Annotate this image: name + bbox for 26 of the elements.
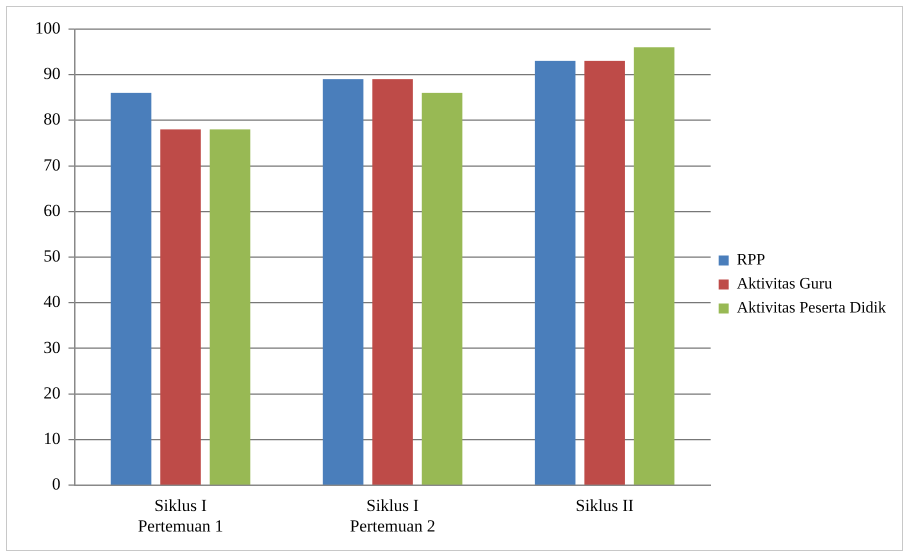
y-tick-label: 70 [44, 155, 60, 174]
y-tick-label: 90 [44, 64, 60, 84]
legend-label: Aktivitas Guru [736, 276, 832, 293]
y-tick-label: 10 [44, 429, 60, 448]
bar [372, 79, 413, 485]
y-tick-label: 50 [44, 246, 60, 266]
bar [422, 92, 462, 485]
y-tick-label: 40 [44, 292, 60, 312]
bar [634, 47, 674, 485]
legend-label: RPP [736, 252, 766, 269]
x-tick-label: Siklus I Pertemuan 2 [350, 496, 436, 536]
y-tick-label: 100 [35, 18, 60, 38]
bar [110, 92, 152, 485]
bar [584, 60, 625, 485]
bar [322, 79, 364, 485]
y-tick-label: 80 [44, 110, 60, 129]
bar [160, 129, 201, 485]
x-tick-label: Siklus II [576, 496, 634, 515]
y-tick-label: 0 [52, 474, 60, 494]
y-tick-label: 30 [44, 338, 60, 357]
x-tick-label: Siklus I Pertemuan 1 [138, 496, 224, 536]
y-tick-label: 20 [44, 383, 60, 402]
y-tick-label: 60 [44, 200, 60, 220]
legend-label: Aktivitas Peserta Didik [736, 300, 886, 317]
bar [210, 129, 250, 485]
bar [534, 60, 576, 485]
